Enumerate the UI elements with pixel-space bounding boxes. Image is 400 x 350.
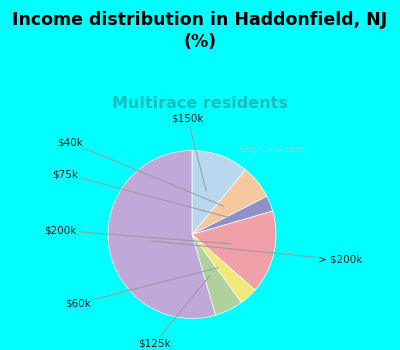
Wedge shape bbox=[192, 150, 246, 234]
Text: $150k: $150k bbox=[172, 114, 206, 191]
Wedge shape bbox=[108, 150, 216, 318]
Wedge shape bbox=[192, 196, 273, 234]
Text: $75k: $75k bbox=[52, 169, 230, 218]
Text: $200k: $200k bbox=[44, 225, 232, 244]
Wedge shape bbox=[192, 234, 255, 302]
Text: City-Data.com: City-Data.com bbox=[239, 145, 304, 154]
Text: $60k: $60k bbox=[65, 267, 219, 308]
Text: Multirace residents: Multirace residents bbox=[112, 96, 288, 111]
Text: $125k: $125k bbox=[138, 276, 210, 349]
Text: Income distribution in Haddonfield, NJ
(%): Income distribution in Haddonfield, NJ (… bbox=[12, 10, 388, 51]
Text: $40k: $40k bbox=[57, 137, 224, 206]
Wedge shape bbox=[192, 234, 241, 315]
Text: > $200k: > $200k bbox=[152, 241, 362, 265]
Wedge shape bbox=[192, 211, 276, 290]
Wedge shape bbox=[192, 170, 267, 234]
